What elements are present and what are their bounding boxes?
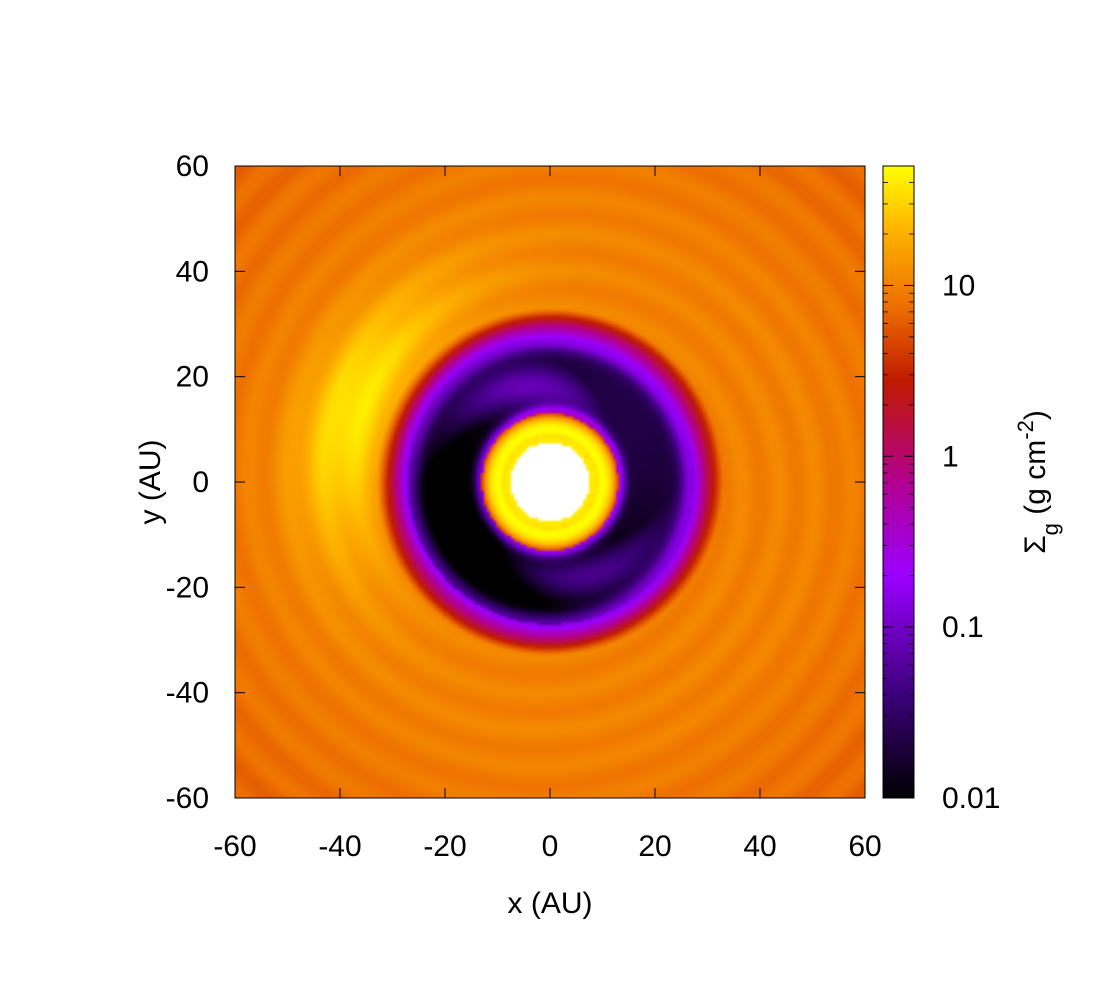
- heatmap-area: [235, 166, 865, 798]
- x-tick-label: 0: [542, 830, 559, 863]
- y-tick-label: 0: [192, 466, 209, 499]
- colorbar-label-sub: g: [1038, 523, 1063, 535]
- colorbar-tick-label: 0.1: [942, 611, 984, 644]
- x-tick-label: 20: [638, 830, 671, 863]
- x-tick-label: 40: [743, 830, 776, 863]
- x-tick-label: 60: [848, 830, 881, 863]
- colorbar-label-unit: (g cm: [1019, 440, 1052, 523]
- colorbar-label-main: Σ: [1019, 535, 1052, 554]
- x-tick-label: -60: [213, 830, 256, 863]
- y-tick-label: 60: [176, 150, 209, 183]
- density-heatmap: [235, 166, 865, 798]
- y-tick-label: 40: [176, 255, 209, 288]
- y-tick-label: -20: [166, 571, 209, 604]
- x-tick-label: -40: [318, 830, 361, 863]
- colorbar-label: Σg (g cm-2): [1013, 410, 1063, 554]
- colorbar-label-sup: -2: [1013, 420, 1038, 440]
- colorbar-tick-label: 10: [942, 269, 975, 302]
- colorbar-tick-label: 1: [942, 440, 959, 473]
- colorbar-tick-label: 0.01: [942, 782, 1000, 815]
- y-axis-label: y (AU): [134, 440, 167, 525]
- colorbar: [882, 165, 915, 799]
- y-tick-label: 20: [176, 361, 209, 394]
- y-tick-label: -40: [166, 677, 209, 710]
- y-axis-ticks: 60 40 20 0 -20 -40 -60: [166, 150, 865, 815]
- x-axis-ticks: -60 -40 -20 0 20 40 60: [213, 166, 882, 863]
- colorbar-ticks: 10 1 0.1 0.01: [883, 165, 1000, 815]
- x-axis-label: x (AU): [508, 887, 593, 920]
- x-tick-label: -20: [423, 830, 466, 863]
- y-tick-label: -60: [166, 782, 209, 815]
- colorbar-label-close: ): [1019, 410, 1052, 420]
